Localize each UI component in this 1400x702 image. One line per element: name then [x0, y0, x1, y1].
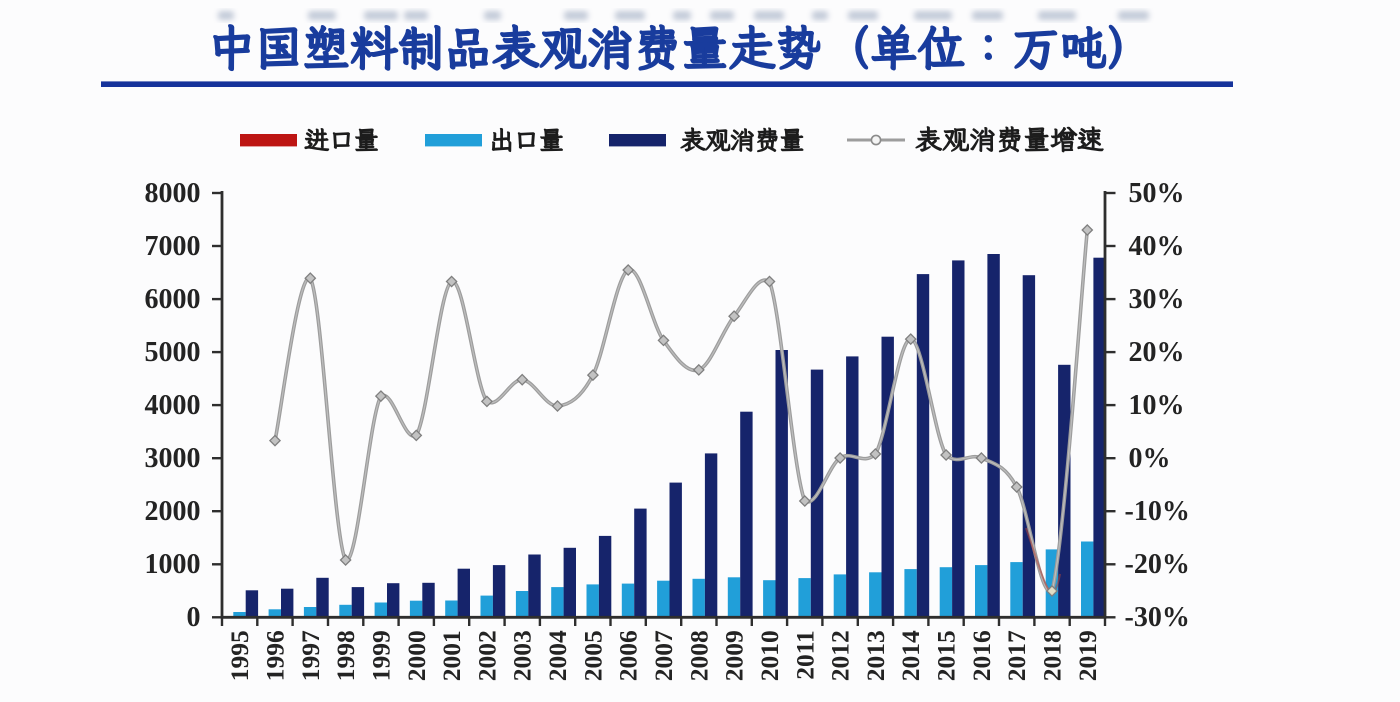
svg-text:0: 0 — [187, 602, 201, 633]
svg-text:50%: 50% — [1129, 178, 1185, 209]
svg-text:20%: 20% — [1129, 337, 1185, 368]
svg-text:10%: 10% — [1129, 390, 1185, 421]
svg-text:2000: 2000 — [145, 496, 201, 527]
svg-text:2018: 2018 — [1038, 630, 1067, 681]
svg-text:2010: 2010 — [755, 630, 784, 681]
svg-text:2001: 2001 — [437, 630, 466, 681]
svg-text:2014: 2014 — [896, 630, 925, 681]
svg-text:2015: 2015 — [932, 630, 961, 681]
svg-text:1996: 1996 — [261, 630, 290, 681]
svg-text:2006: 2006 — [614, 630, 643, 681]
svg-text:2009: 2009 — [720, 630, 749, 681]
svg-text:2013: 2013 — [861, 630, 890, 681]
svg-text:-10%: -10% — [1125, 496, 1190, 527]
svg-text:2011: 2011 — [790, 630, 819, 680]
svg-text:-20%: -20% — [1125, 549, 1190, 580]
svg-text:1995: 1995 — [225, 630, 254, 681]
svg-text:2005: 2005 — [578, 630, 607, 681]
svg-text:2017: 2017 — [1002, 630, 1031, 681]
svg-text:4000: 4000 — [145, 390, 201, 421]
svg-text:-30%: -30% — [1125, 602, 1190, 633]
svg-text:3000: 3000 — [145, 443, 201, 474]
svg-text:2002: 2002 — [472, 630, 501, 681]
svg-text:1000: 1000 — [145, 549, 201, 580]
svg-text:2003: 2003 — [508, 630, 537, 681]
svg-text:2007: 2007 — [649, 630, 678, 681]
svg-text:30%: 30% — [1129, 284, 1185, 315]
svg-text:1997: 1997 — [296, 630, 325, 681]
svg-text:1998: 1998 — [331, 630, 360, 681]
svg-text:0%: 0% — [1129, 443, 1171, 474]
svg-text:2012: 2012 — [826, 630, 855, 681]
svg-text:2000: 2000 — [402, 630, 431, 681]
svg-text:1999: 1999 — [366, 630, 395, 681]
svg-text:2019: 2019 — [1073, 630, 1102, 681]
svg-text:5000: 5000 — [145, 337, 201, 368]
svg-text:2004: 2004 — [543, 630, 572, 681]
svg-text:2008: 2008 — [684, 630, 713, 681]
svg-text:40%: 40% — [1129, 231, 1185, 262]
svg-text:6000: 6000 — [145, 284, 201, 315]
svg-text:7000: 7000 — [145, 231, 201, 262]
svg-text:2016: 2016 — [967, 630, 996, 681]
svg-text:8000: 8000 — [145, 178, 201, 209]
